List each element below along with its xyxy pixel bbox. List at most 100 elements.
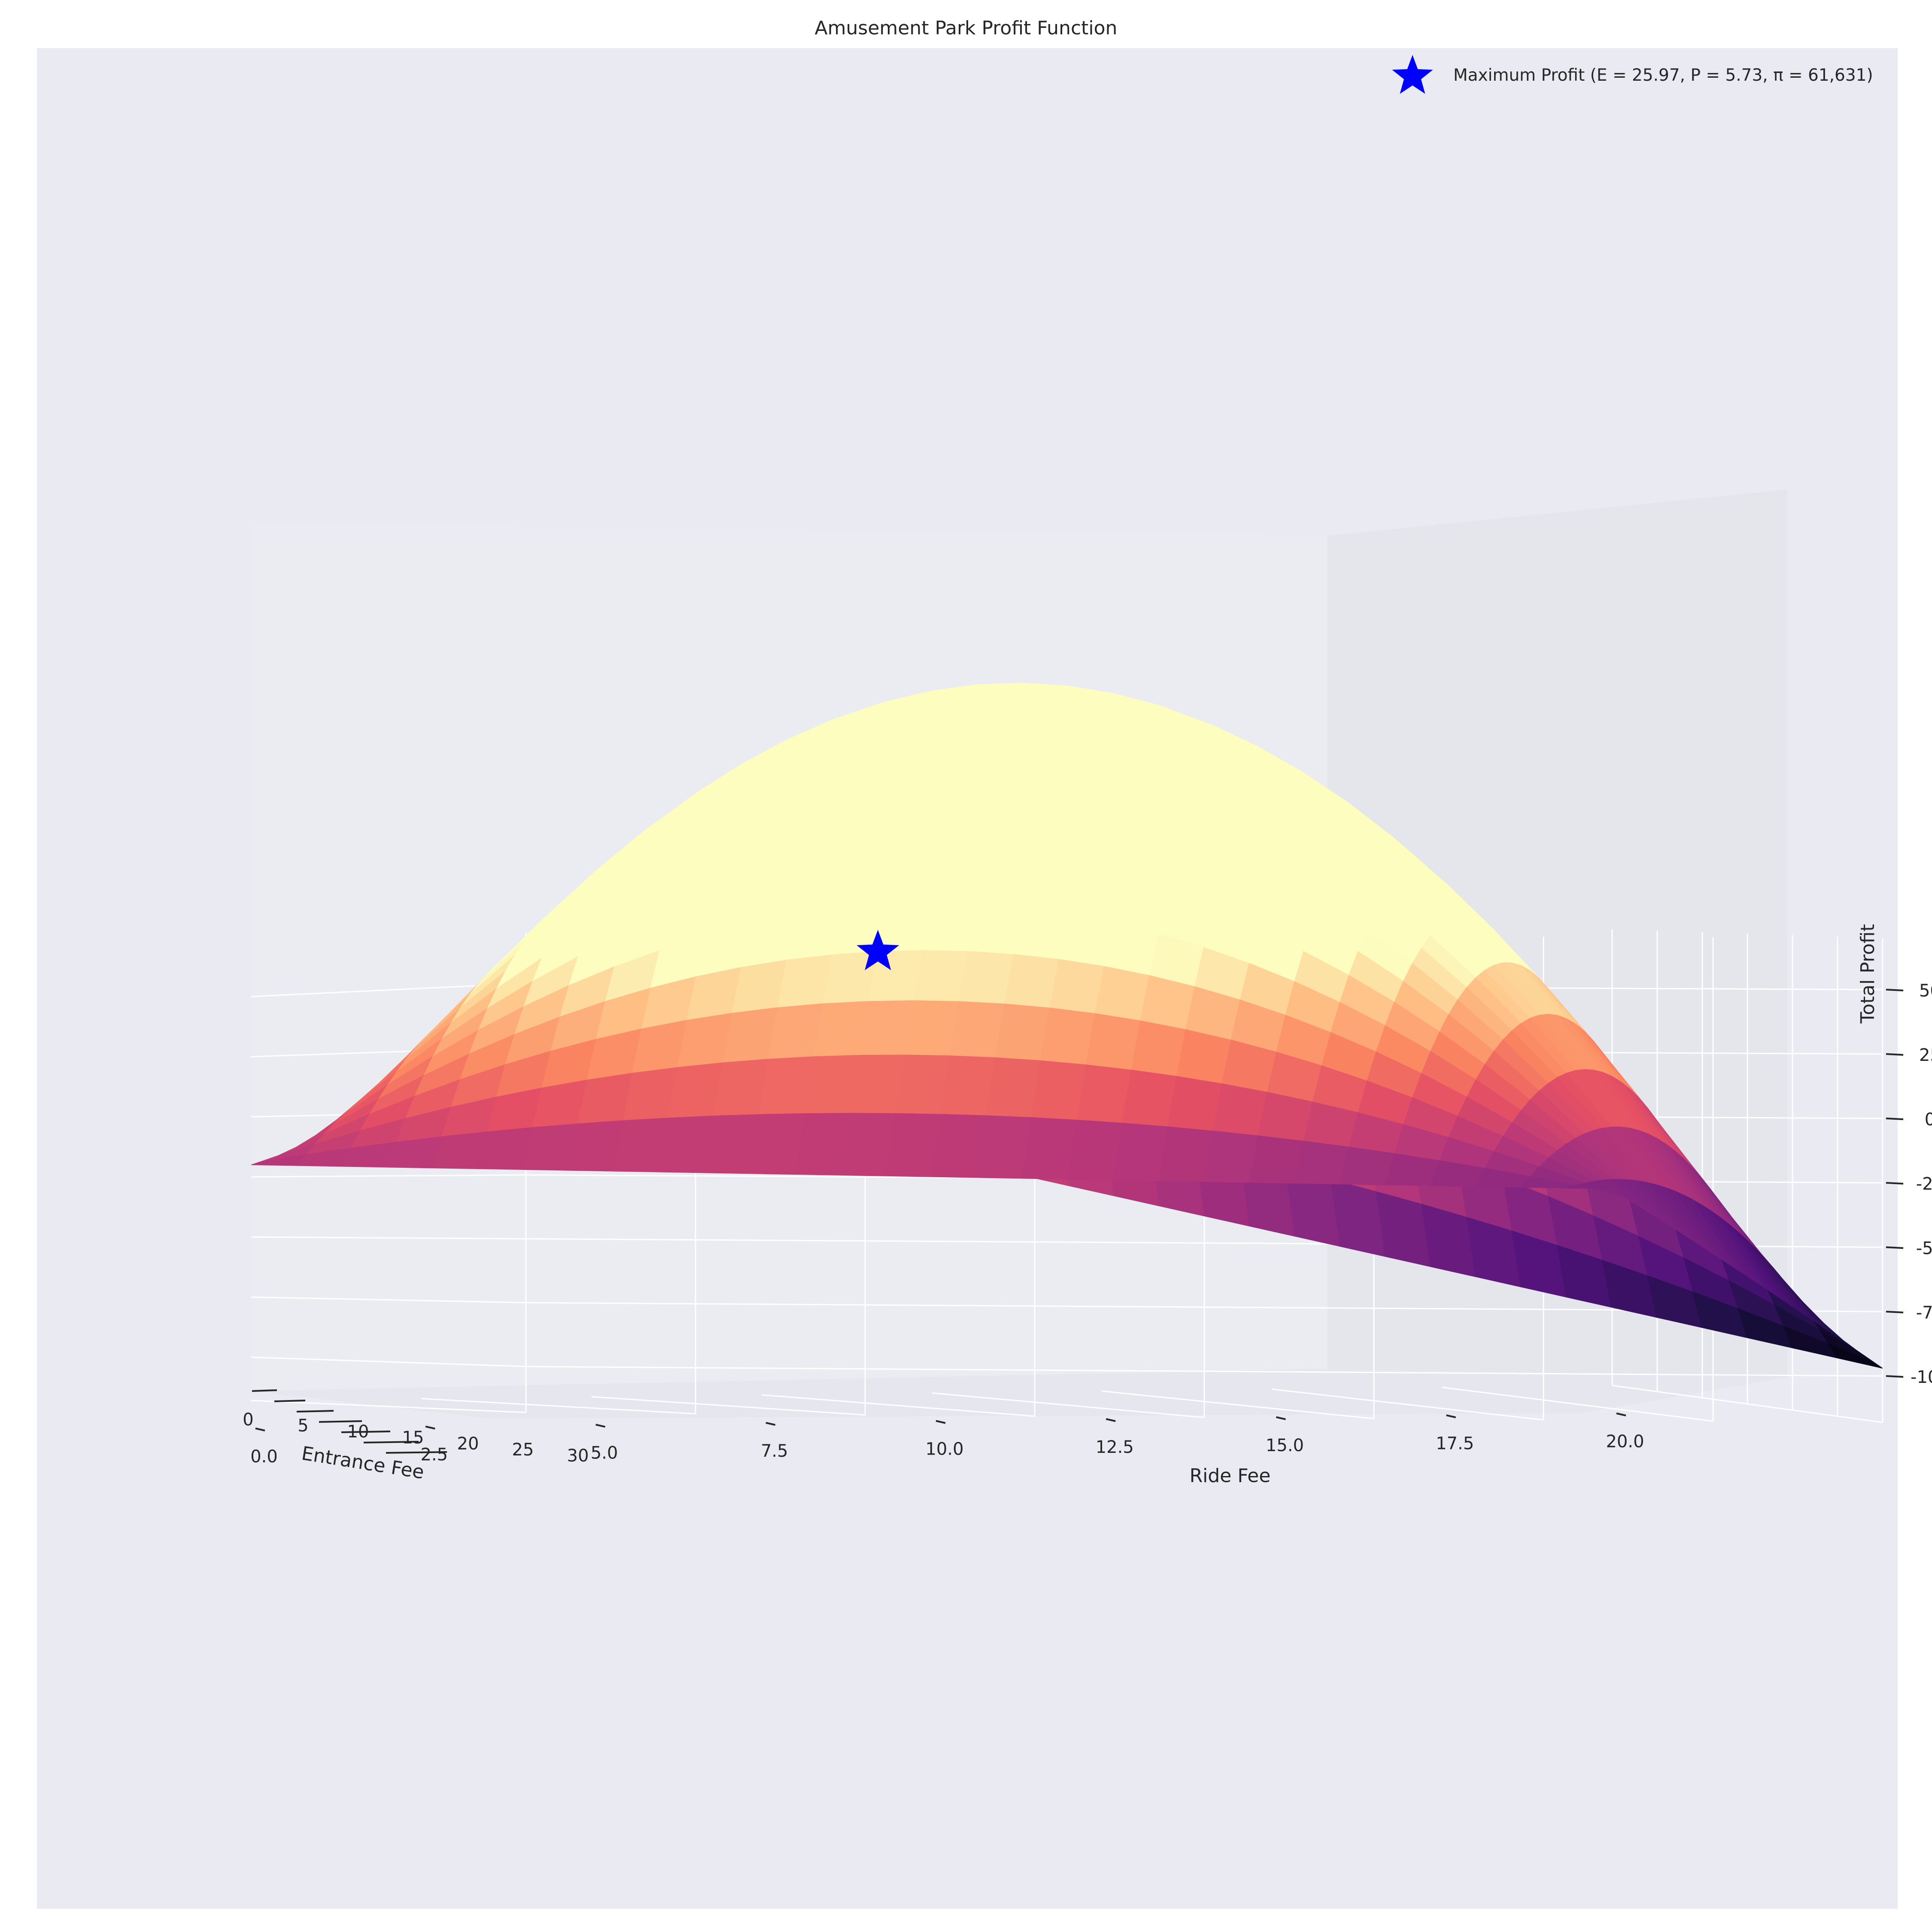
surface-patch — [1167, 1076, 1222, 1131]
surface-patch — [523, 1123, 578, 1171]
surface-patch — [1067, 1120, 1123, 1181]
surface-patch — [922, 904, 978, 952]
z-tick-label: -100k — [1911, 1367, 1932, 1387]
y-tick-label: 0.0 — [250, 1447, 278, 1467]
surface-patch — [931, 863, 987, 906]
surface-patch — [1049, 959, 1105, 1014]
floor-grid-line-ride-fee — [931, 1392, 1205, 1418]
surface-patch — [1085, 1013, 1141, 1070]
surface-patch — [1131, 1020, 1186, 1077]
surface-patch — [904, 1000, 960, 1056]
surface-patch — [1031, 830, 1087, 875]
surface-patch — [995, 1003, 1050, 1061]
surface-patch — [1203, 1130, 1259, 1183]
y-axis-label: Ride Fee — [1190, 1465, 1271, 1487]
surface-patch — [1212, 1083, 1268, 1136]
surface-patch — [940, 825, 996, 864]
surface-patch — [958, 763, 1014, 794]
surface-patch — [1158, 1126, 1213, 1182]
z-tick-label: 25k — [1919, 1045, 1932, 1065]
profit-surface — [251, 683, 1883, 1369]
x-tick-label: 25 — [512, 1440, 534, 1460]
y-tick-label: 17.5 — [1436, 1434, 1474, 1453]
y-tick-label: 12.5 — [1096, 1437, 1134, 1457]
y-tick-label: 7.5 — [761, 1441, 788, 1461]
surface-patch — [1094, 966, 1150, 1021]
grid-line-profit — [251, 1356, 1883, 1377]
surface-patch — [958, 951, 1014, 1004]
x-tick-label: 0 — [243, 1410, 253, 1430]
surface-patch — [1340, 1146, 1395, 1185]
surface-patch — [940, 1055, 996, 1116]
z-tick-label: -25k — [1916, 1174, 1932, 1194]
surface-patch — [931, 1114, 987, 1178]
y-tick-label: 10.0 — [925, 1440, 963, 1459]
y-tick-mark — [1446, 1414, 1456, 1419]
legend-star-icon — [1392, 55, 1433, 94]
surface-patch — [977, 718, 1032, 741]
surface-patch — [1112, 1123, 1168, 1182]
surface-patch — [1249, 1135, 1304, 1184]
surface-patch — [913, 950, 969, 1002]
z-tick-label: 50k — [1919, 981, 1932, 1001]
floor-grid-line-ride-fee — [251, 1400, 526, 1413]
surface-patch — [1022, 1117, 1077, 1180]
surface-patch — [967, 905, 1023, 955]
surface-patch — [659, 1115, 714, 1173]
y-tick-label: 20.0 — [1606, 1432, 1644, 1452]
surface-patch — [804, 1055, 860, 1114]
surface-patch — [614, 1118, 669, 1173]
surface-patch — [1567, 1185, 1622, 1195]
surface-patch — [1058, 914, 1114, 967]
surface-patch — [886, 1113, 941, 1177]
floor-grid-line-ride-fee — [761, 1394, 1035, 1417]
z-tick-label: -50k — [1916, 1239, 1932, 1258]
z-tick-mark — [1886, 1182, 1904, 1185]
surface-patch — [1040, 1007, 1096, 1065]
x-tick-label: 15 — [402, 1428, 424, 1448]
legend: Maximum Profit (E = 25.97, P = 5.73, π =… — [1392, 55, 1873, 94]
y-tick-mark — [1276, 1416, 1286, 1420]
x-tick-mark — [274, 1400, 306, 1402]
z-tick-label: -75k — [1916, 1303, 1932, 1323]
x-tick-mark — [296, 1410, 334, 1413]
surface-patch — [1013, 908, 1068, 960]
surface-patch — [986, 703, 1042, 721]
surface-patch — [850, 1054, 905, 1114]
y-tick-mark — [766, 1422, 776, 1426]
floor-grid-line-ride-fee — [1102, 1390, 1374, 1419]
y-tick-mark — [1106, 1418, 1116, 1422]
chart-title: Amusement Park Profit Function — [815, 17, 1118, 39]
surface-patch — [1294, 1141, 1349, 1185]
surface-patch — [977, 863, 1032, 909]
surface-patch — [859, 1000, 914, 1056]
x-tick-label: 20 — [457, 1434, 479, 1454]
x-tick-mark — [341, 1431, 391, 1433]
floor-pane — [251, 1369, 1787, 1419]
y-tick-mark — [595, 1424, 605, 1428]
surface-patch — [968, 738, 1023, 766]
surface-patch — [976, 1115, 1032, 1179]
surface-patch — [986, 826, 1041, 868]
surface-patch — [1022, 867, 1077, 915]
x-tick-mark — [386, 1451, 447, 1454]
surface-patch — [568, 1120, 624, 1172]
surface-patch — [1004, 765, 1059, 799]
surface-patch — [795, 1113, 851, 1176]
y-tick-label: 15.0 — [1266, 1436, 1304, 1455]
y-tick-mark — [425, 1425, 435, 1430]
floor-grid-line-ride-fee — [1442, 1386, 1713, 1422]
surface-patch — [995, 692, 1051, 706]
axis-ticks: 50k 25k 0k -25k -50k -75k -100k 0.0 2.5 5.0 7.5 10.… — [243, 981, 1932, 1467]
surface-patch — [840, 1113, 896, 1176]
y-tick-label: 2.5 — [420, 1445, 448, 1465]
z-axis-label: Total Profit — [1857, 924, 1879, 1024]
surface-patch — [1031, 1060, 1086, 1121]
y-tick-mark — [936, 1420, 946, 1424]
surface-patch — [1122, 1069, 1177, 1127]
floor-grid-line-ride-fee — [591, 1396, 866, 1416]
x-tick-mark — [319, 1420, 362, 1423]
surface-patch — [986, 1057, 1041, 1118]
z-tick-mark — [1886, 1118, 1904, 1120]
